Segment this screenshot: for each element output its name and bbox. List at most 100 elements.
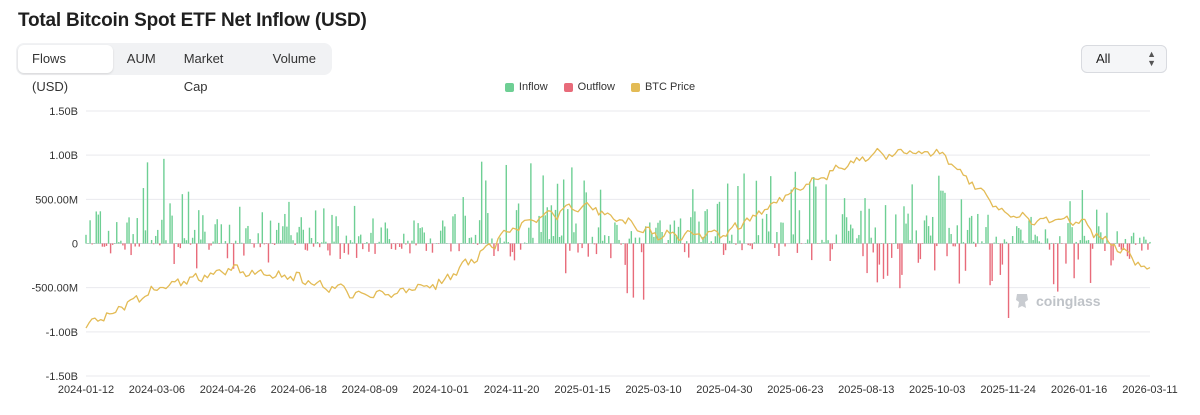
outflow-bar xyxy=(267,243,270,263)
inflow-bar xyxy=(474,234,477,244)
inflow-bar xyxy=(698,221,700,244)
inflow-bar xyxy=(1011,236,1014,244)
inflow-bar xyxy=(606,243,608,244)
inflow-bar xyxy=(852,228,854,244)
inflow-bar xyxy=(663,243,665,244)
outflow-bar xyxy=(1112,243,1114,261)
inflow-bar xyxy=(1016,226,1018,244)
outflow-bar xyxy=(587,243,589,257)
inflow-bar xyxy=(880,243,883,244)
inflow-bar xyxy=(997,243,999,244)
inflow-bar xyxy=(331,214,333,244)
inflow-bar xyxy=(794,171,797,244)
outflow-bar xyxy=(177,243,179,247)
inflow-bar xyxy=(499,237,501,244)
inflow-bar xyxy=(163,158,165,244)
inflow-bar xyxy=(372,218,374,244)
inflow-bar xyxy=(823,242,825,244)
inflow-bar xyxy=(841,214,844,244)
inflow-bar xyxy=(214,224,216,244)
inflow-bar xyxy=(733,243,735,244)
inflow-bar xyxy=(858,234,860,244)
inflow-bar xyxy=(755,180,758,244)
btc-price-swatch xyxy=(630,82,640,92)
inflow-bar xyxy=(608,236,610,244)
inflow-bar xyxy=(261,212,264,244)
inflow-bar xyxy=(944,192,946,244)
outflow-bar xyxy=(866,243,868,274)
inflow-bar xyxy=(296,232,298,244)
inflow-bar xyxy=(380,227,382,244)
inflow-bar xyxy=(275,229,278,244)
inflow-bar xyxy=(435,243,438,244)
inflow-bar xyxy=(116,222,118,244)
outflow-bar xyxy=(243,243,245,256)
outflow-bar xyxy=(683,243,686,253)
inflow-bar xyxy=(257,233,259,244)
inflow-bar xyxy=(1096,209,1098,244)
inflow-bar xyxy=(560,235,563,244)
outflow-bar xyxy=(1065,243,1067,264)
outflow-bar xyxy=(1110,243,1112,266)
outflow-bar xyxy=(565,243,567,274)
inflow-bar xyxy=(1116,231,1118,244)
coinglass-watermark: coinglass xyxy=(1014,292,1101,310)
inflow-bar xyxy=(288,201,290,244)
inflow-bar xyxy=(743,173,745,244)
inflow-bar xyxy=(421,227,423,244)
inflow-swatch xyxy=(504,82,514,92)
outflow-bar xyxy=(396,243,399,244)
inflow-bar xyxy=(1020,229,1022,244)
outflow-bar xyxy=(1141,243,1143,251)
outflow-bar xyxy=(415,243,417,246)
outflow-bar xyxy=(642,243,645,300)
outflow-bar xyxy=(472,243,475,244)
inflow-bar xyxy=(403,233,405,244)
outflow-bar xyxy=(1128,243,1131,259)
inflow-bar xyxy=(630,231,633,244)
up-down-chevron-icon: ▲ ▼ xyxy=(1147,49,1156,68)
inflow-bar xyxy=(364,243,366,244)
outflow-bar xyxy=(1073,243,1075,279)
inflow-bar xyxy=(960,199,963,244)
inflow-bar xyxy=(175,243,177,244)
inflow-bar xyxy=(95,211,97,244)
inflow-bar xyxy=(1079,240,1081,244)
legend-btc-price[interactable]: BTC Price xyxy=(630,81,695,93)
inflow-bar xyxy=(667,239,669,244)
legend-inflow[interactable]: Inflow xyxy=(504,81,548,93)
outflow-bar xyxy=(339,243,341,259)
tab-aum[interactable]: AUM xyxy=(126,51,156,66)
inflow-bar xyxy=(585,192,587,244)
inflow-bar xyxy=(638,237,641,244)
outflow-bar xyxy=(778,243,780,256)
y-tick-label: -1.00B xyxy=(46,327,78,339)
range-selected-value: All xyxy=(1096,51,1111,66)
range-select[interactable]: All ▲ ▼ xyxy=(1081,45,1167,73)
inflow-bar xyxy=(439,230,442,244)
inflow-bar xyxy=(353,205,356,244)
inflow-bar xyxy=(692,189,694,244)
outflow-bar xyxy=(1061,243,1063,244)
tab-flows-usd[interactable]: Flows (USD) xyxy=(18,45,113,94)
inflow-bar xyxy=(388,239,391,244)
outflow-bar xyxy=(581,243,583,249)
outflow-bar xyxy=(749,243,751,246)
inflow-bar xyxy=(909,240,911,244)
inflow-bar xyxy=(1102,238,1104,244)
inflow-bar xyxy=(308,227,311,244)
inflow-bar xyxy=(815,186,817,244)
inflow-bar xyxy=(790,189,792,244)
inflow-bar xyxy=(325,241,327,244)
x-tick-label: 2025-08-13 xyxy=(838,384,894,396)
outflow-bar xyxy=(593,243,596,245)
inflow-bar xyxy=(915,230,917,244)
tab-volume[interactable]: Volume xyxy=(272,51,316,66)
legend-outflow[interactable]: Outflow xyxy=(563,81,615,93)
inflow-bar xyxy=(1003,239,1006,244)
outflow-bar xyxy=(509,243,512,257)
tab-market-cap[interactable]: Market Cap xyxy=(183,51,224,94)
inflow-bar xyxy=(548,239,551,244)
inflow-bar xyxy=(1028,220,1030,244)
